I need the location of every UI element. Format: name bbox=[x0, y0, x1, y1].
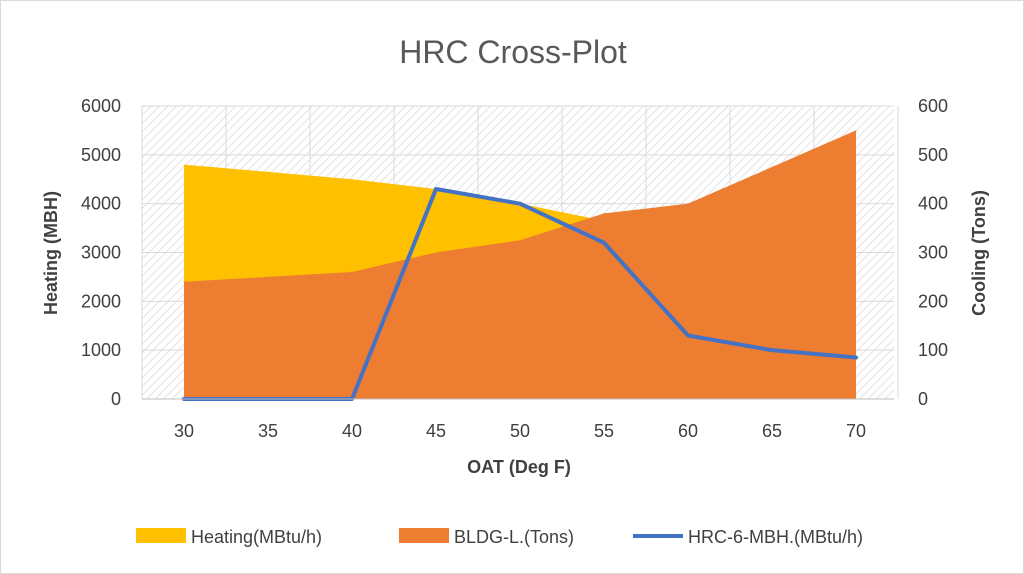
legend-label-2: HRC-6-MBH.(MBtu/h) bbox=[688, 527, 863, 547]
y-tick-label: 2000 bbox=[81, 291, 121, 311]
data-point bbox=[183, 281, 185, 283]
data-point bbox=[267, 171, 269, 173]
y2-tick-label: 200 bbox=[918, 291, 948, 311]
y-axis-title: Heating (MBH) bbox=[41, 191, 61, 315]
y2-tick-label: 600 bbox=[918, 96, 948, 116]
chart-title: HRC Cross-Plot bbox=[399, 34, 627, 70]
data-point bbox=[771, 166, 773, 168]
x-tick-label: 40 bbox=[342, 421, 362, 441]
y2-tick-label: 500 bbox=[918, 145, 948, 165]
y-tick-label: 5000 bbox=[81, 145, 121, 165]
x-axis-title: OAT (Deg F) bbox=[467, 457, 571, 477]
data-point bbox=[435, 188, 437, 190]
data-point bbox=[603, 242, 605, 244]
legend: Heating(MBtu/h) BLDG-L.(Tons) HRC-6-MBH.(M… bbox=[136, 527, 863, 547]
data-point bbox=[435, 252, 437, 253]
data-point bbox=[519, 239, 521, 241]
y2-tick-label: 0 bbox=[918, 389, 928, 409]
legend-swatch-1 bbox=[399, 528, 449, 543]
series-area-1 bbox=[184, 130, 856, 399]
y2-tick-label: 300 bbox=[918, 243, 948, 263]
data-point bbox=[351, 178, 353, 180]
data-point bbox=[687, 335, 689, 337]
x-tick-label: 65 bbox=[762, 421, 782, 441]
y-tick-label: 6000 bbox=[81, 96, 121, 116]
x-tick-label: 60 bbox=[678, 421, 698, 441]
y-tick-label: 0 bbox=[111, 389, 121, 409]
data-point bbox=[855, 356, 857, 358]
data-point bbox=[603, 212, 605, 214]
x-tick-label: 50 bbox=[510, 421, 530, 441]
data-point bbox=[687, 203, 689, 205]
axes: 30 35 40 45 50 55 60 65 700100020003000400050006… bbox=[81, 96, 948, 441]
y2-tick-label: 400 bbox=[918, 194, 948, 214]
y-tick-label: 1000 bbox=[81, 340, 121, 360]
x-tick-label: 35 bbox=[258, 421, 278, 441]
x-tick-label: 45 bbox=[426, 421, 446, 441]
x-tick-label: 30 bbox=[174, 421, 194, 441]
x-tick-label: 55 bbox=[594, 421, 614, 441]
y-tick-label: 3000 bbox=[81, 243, 121, 263]
data-point bbox=[855, 129, 857, 131]
legend-label-1: BLDG-L.(Tons) bbox=[454, 527, 574, 547]
data-point bbox=[519, 203, 521, 205]
data-point bbox=[267, 276, 269, 278]
y2-axis-title: Cooling (Tons) bbox=[969, 190, 989, 316]
x-tick-label: 70 bbox=[846, 421, 866, 441]
data-point bbox=[351, 271, 353, 273]
legend-label-0: Heating(MBtu/h) bbox=[191, 527, 322, 547]
data-point bbox=[771, 349, 773, 351]
data-point bbox=[183, 164, 185, 166]
y2-tick-label: 100 bbox=[918, 340, 948, 360]
series-areas bbox=[183, 129, 857, 399]
legend-swatch-0 bbox=[136, 528, 186, 543]
y-tick-label: 4000 bbox=[81, 194, 121, 214]
